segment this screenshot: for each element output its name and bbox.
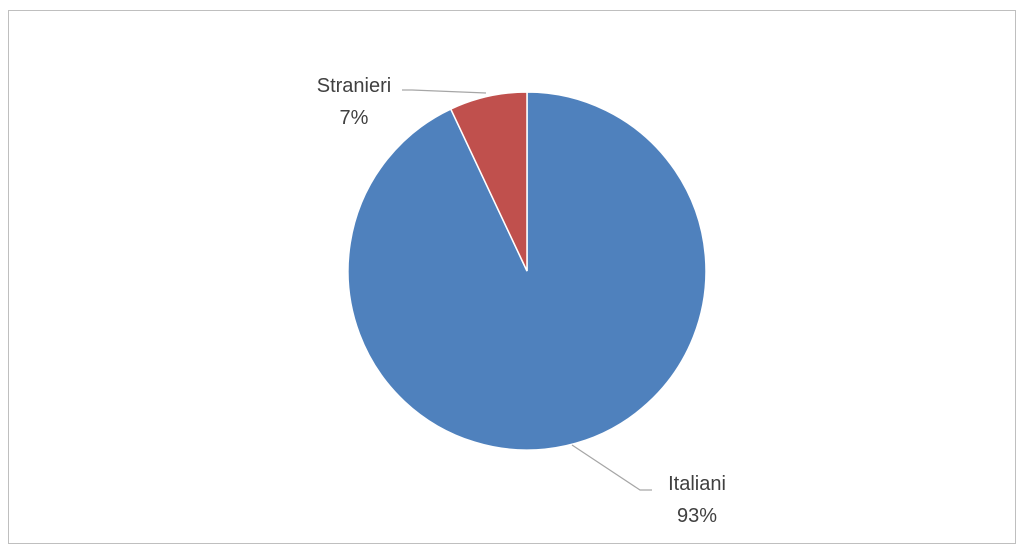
slice-label-italiani: Italiani xyxy=(668,473,726,495)
data-label-stranieri: Stranieri 7% xyxy=(317,75,391,129)
slice-percent-stranieri: 7% xyxy=(340,107,369,129)
slice-label-stranieri: Stranieri xyxy=(317,75,391,97)
leader-lines xyxy=(402,89,652,491)
pie-slice-stranieri xyxy=(449,91,528,272)
data-label-italiani: Italiani 93% xyxy=(668,473,726,527)
slice-percent-italiani: 93% xyxy=(677,505,717,527)
pie-slice-italiani xyxy=(347,91,707,451)
leader-line-italiani xyxy=(571,444,652,491)
pie-slices xyxy=(347,91,707,451)
leader-line-stranieri xyxy=(402,89,487,94)
